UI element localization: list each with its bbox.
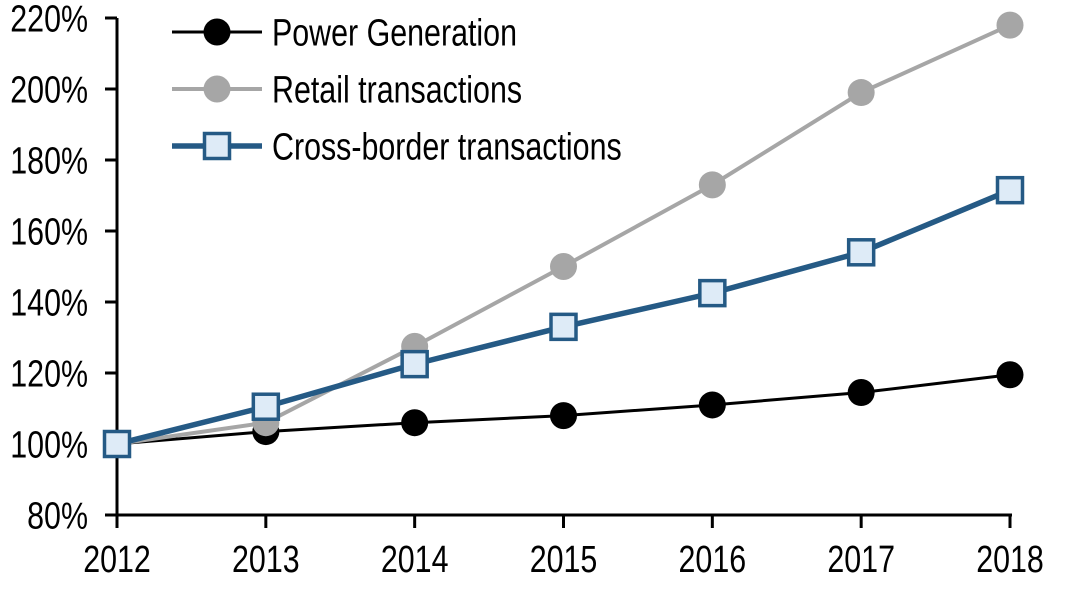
x-tick-label: 2014 [381,539,449,581]
data-point-cross-border-transactions-2017 [846,238,876,267]
legend-item-power-generation: Power Generation [172,12,517,54]
y-tick-label: 100% [10,424,88,466]
legend-item-retail-transactions: Retail transactions [172,69,522,111]
x-tick-label: 2013 [232,539,300,581]
data-point-cross-border-transactions-2012 [102,429,132,459]
data-point-power-generation-2016 [698,391,726,419]
legend-marker-retail-transactions [203,75,231,103]
data-point-cross-border-transactions-2015 [549,312,578,342]
y-tick-label: 120% [10,353,88,395]
legend-label-cross-border-transactions: Cross-border transactions [272,126,622,168]
data-point-power-generation-2014 [401,409,429,437]
legend-item-cross-border-transactions: Cross-border transactions [172,126,622,168]
data-point-cross-border-transactions-2018 [995,175,1025,205]
data-point-power-generation-2018 [996,361,1024,389]
data-point-retail-transactions-2015 [550,253,577,280]
legend-label-power-generation: Power Generation [272,12,517,54]
y-tick-label: 200% [10,69,88,111]
data-point-cross-border-transactions-2016 [698,278,727,308]
y-tick-label: 140% [10,282,88,324]
chart-legend: Power Generation Retail transactions Cross… [172,12,622,168]
data-point-cross-border-transactions-2014 [400,349,429,379]
legend-marker-power-generation [203,18,231,46]
data-point-retail-transactions-2018 [996,11,1024,39]
x-tick-label: 2012 [83,539,151,581]
data-point-cross-border-transactions-2013 [251,392,281,421]
data-point-power-generation-2017 [847,379,875,407]
y-tick-label: 220% [10,0,88,40]
data-point-retail-transactions-2017 [847,79,875,107]
legend-marker-cross-border-transactions [202,131,232,161]
y-tick-label: 160% [10,211,88,253]
legend-label-retail-transactions: Retail transactions [272,69,522,111]
x-tick-label: 2015 [530,539,598,581]
y-tick-label: 180% [10,140,88,182]
x-tick-label: 2018 [976,539,1044,581]
x-tick-label: 2016 [679,539,747,581]
y-tick-label: 80% [27,495,88,537]
data-point-retail-transactions-2016 [698,171,726,199]
x-tick-label: 2017 [827,539,895,581]
data-point-power-generation-2015 [550,402,577,430]
